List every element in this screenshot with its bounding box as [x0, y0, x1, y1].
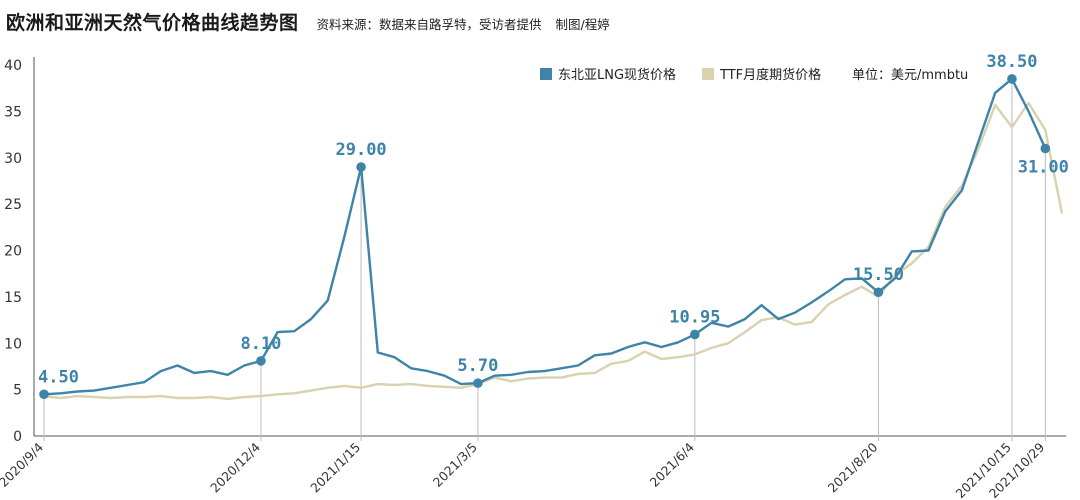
legend-label-ttf: TTF月度期货价格 [720, 68, 822, 83]
data-label: 4.50 [38, 367, 79, 387]
data-label: 8.10 [240, 334, 281, 354]
data-source: 资料来源：数据来自路孚特，受访者提供 [316, 17, 542, 32]
data-point [39, 389, 49, 400]
data-point [1040, 143, 1051, 154]
unit-label: 单位：美元/mmbtu [852, 68, 969, 83]
data-label: 38.50 [986, 52, 1037, 72]
y-tick-label: 15 [4, 290, 22, 306]
data-point [256, 356, 266, 366]
legend-item-ttf: TTF月度期货价格 [702, 64, 821, 83]
chart-title: 欧洲和亚洲天然气价格曲线趋势图 [6, 12, 299, 34]
y-tick-label: 35 [4, 104, 22, 120]
y-tick-label: 30 [4, 151, 22, 167]
data-point [356, 162, 366, 172]
data-label: 31.00 [1018, 157, 1069, 177]
legend-label-asia: 东北亚LNG现货价格 [558, 68, 677, 83]
data-point [690, 329, 700, 340]
data-point [473, 378, 483, 388]
legend-swatch-ttf [702, 67, 714, 80]
x-tick-label: 2021/1/15 [307, 440, 363, 496]
data-point [1007, 74, 1017, 84]
x-tick-label: 2021/8/20 [825, 439, 881, 495]
series-line-asia [43, 77, 1047, 396]
y-tick-label: 5 [13, 383, 22, 399]
chart-header: 欧洲和亚洲天然气价格曲线趋势图 资料来源：数据来自路孚特，受访者提供 制图/程婷 [6, 8, 610, 38]
data-point [873, 287, 884, 298]
y-tick-label: 20 [4, 244, 22, 260]
data-label: 5.70 [457, 356, 498, 376]
data-label: 15.50 [853, 265, 904, 285]
legend-item-asia: 东北亚LNG现货价格 [540, 64, 676, 83]
x-tick-label: 2021/3/5 [430, 440, 480, 490]
x-tick-label: 2020/12/4 [207, 439, 263, 495]
y-tick-label: 0 [13, 429, 22, 445]
data-label: 10.95 [669, 307, 720, 327]
legend-swatch-asia [540, 67, 552, 80]
y-tick-label: 40 [4, 58, 22, 74]
data-label: 29.00 [335, 140, 386, 160]
x-tick-label: 2021/6/4 [647, 439, 697, 489]
y-tick-label: 10 [4, 336, 22, 352]
x-tick-label: 2020/9/4 [0, 439, 46, 489]
series-line-ttf [43, 101, 1064, 401]
chart-credit: 制图/程婷 [555, 17, 610, 32]
y-tick-label: 25 [4, 197, 22, 213]
